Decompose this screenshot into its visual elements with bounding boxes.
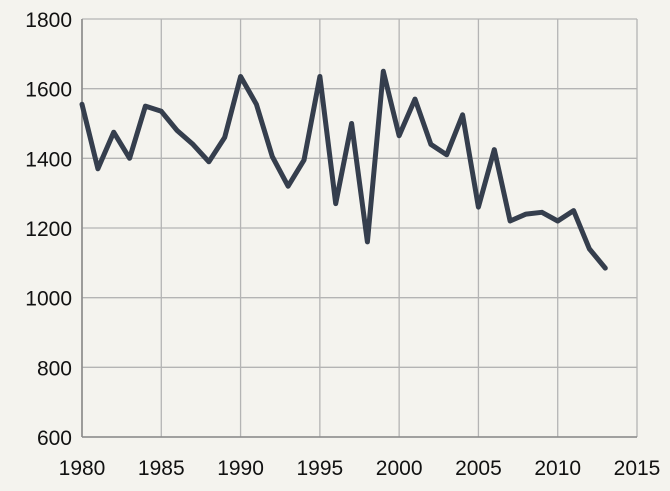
data-point bbox=[222, 135, 227, 140]
data-point bbox=[159, 109, 164, 114]
x-tick-label: 2015 bbox=[614, 457, 661, 480]
data-point bbox=[587, 246, 592, 251]
data-point bbox=[111, 130, 116, 135]
x-tick-label: 1980 bbox=[59, 457, 106, 480]
data-point bbox=[428, 142, 433, 147]
x-tick-label: 1995 bbox=[296, 457, 343, 480]
data-point bbox=[333, 201, 338, 206]
y-tick-label: 1200 bbox=[25, 218, 72, 241]
data-point bbox=[127, 156, 132, 161]
series-layer bbox=[79, 68, 608, 271]
data-point bbox=[95, 166, 100, 171]
data-point bbox=[302, 158, 307, 163]
x-tick-label: 2005 bbox=[455, 457, 502, 480]
data-point bbox=[381, 69, 386, 74]
data-point bbox=[603, 266, 608, 271]
x-axis-ticks: 1980 1985 1990 1995 2000 2005 2010 2015 bbox=[59, 457, 661, 480]
y-tick-label: 1400 bbox=[25, 148, 72, 171]
data-point bbox=[80, 102, 85, 107]
data-point bbox=[413, 97, 418, 102]
grid bbox=[81, 18, 638, 438]
data-point bbox=[191, 142, 196, 147]
data-point bbox=[254, 102, 259, 107]
x-tick-label: 1985 bbox=[138, 457, 185, 480]
y-tick-label: 800 bbox=[37, 357, 72, 380]
y-tick-label: 1000 bbox=[25, 288, 72, 311]
data-point bbox=[508, 219, 513, 224]
data-point bbox=[317, 74, 322, 79]
data-point bbox=[460, 112, 465, 117]
data-point bbox=[365, 239, 370, 244]
data-point bbox=[492, 147, 497, 152]
data-point bbox=[238, 74, 243, 79]
data-point bbox=[286, 184, 291, 189]
data-point bbox=[444, 152, 449, 157]
data-point bbox=[571, 208, 576, 213]
data-point bbox=[524, 212, 529, 217]
data-point bbox=[476, 205, 481, 210]
x-tick-label: 2000 bbox=[376, 457, 423, 480]
data-point bbox=[349, 121, 354, 126]
data-point bbox=[397, 133, 402, 138]
x-tick-label: 1990 bbox=[217, 457, 264, 480]
series-line bbox=[79, 68, 608, 271]
data-point bbox=[175, 128, 180, 133]
data-point bbox=[539, 210, 544, 215]
y-tick-label: 1800 bbox=[25, 9, 72, 32]
data-point bbox=[555, 219, 560, 224]
y-tick-label: 1600 bbox=[25, 79, 72, 102]
y-axis-ticks: 600 800 1000 1200 1400 1600 1800 bbox=[25, 9, 72, 450]
x-tick-label: 2010 bbox=[534, 457, 581, 480]
axes bbox=[81, 19, 637, 438]
data-point bbox=[270, 154, 275, 159]
data-point bbox=[206, 159, 211, 164]
data-point bbox=[143, 104, 148, 109]
y-tick-label: 600 bbox=[37, 427, 72, 450]
